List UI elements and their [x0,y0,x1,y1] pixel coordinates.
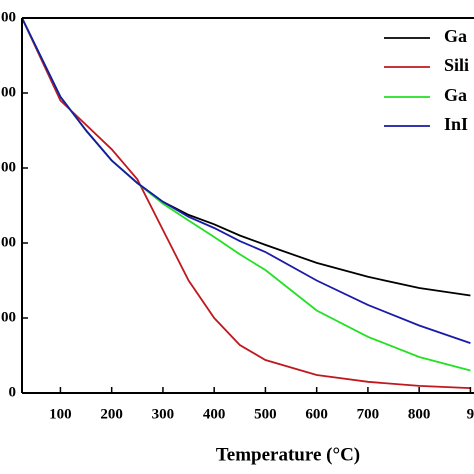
legend-label: Ga [444,85,467,105]
x-tick-label: 400 [203,406,226,422]
x-tick-label: 700 [357,406,380,422]
x-tick-label: 500 [254,406,277,422]
y-tick-label: 0 [9,384,17,400]
y-tick-label: 00 [1,309,16,325]
y-tick-label: 00 [1,159,16,175]
x-tick-label: 9 [467,406,474,422]
line-series [21,17,471,297]
legend-label: Ga [444,26,467,46]
legend-label: Sili [444,55,469,75]
y-tick-label: 00 [1,84,16,100]
legend-label: InI [444,114,468,134]
x-tick-label: 100 [49,406,72,422]
line-series [21,17,471,389]
line-series [21,17,471,344]
x-tick-label: 600 [305,406,328,422]
y-tick-label: 00 [1,234,16,250]
x-tick-label: 800 [408,406,431,422]
x-axis-title: Temperature (°C) [216,444,360,465]
x-tick-label: 200 [100,406,123,422]
line-series [21,17,471,372]
y-tick-label: 00 [1,9,16,25]
x-tick-label: 300 [152,406,175,422]
